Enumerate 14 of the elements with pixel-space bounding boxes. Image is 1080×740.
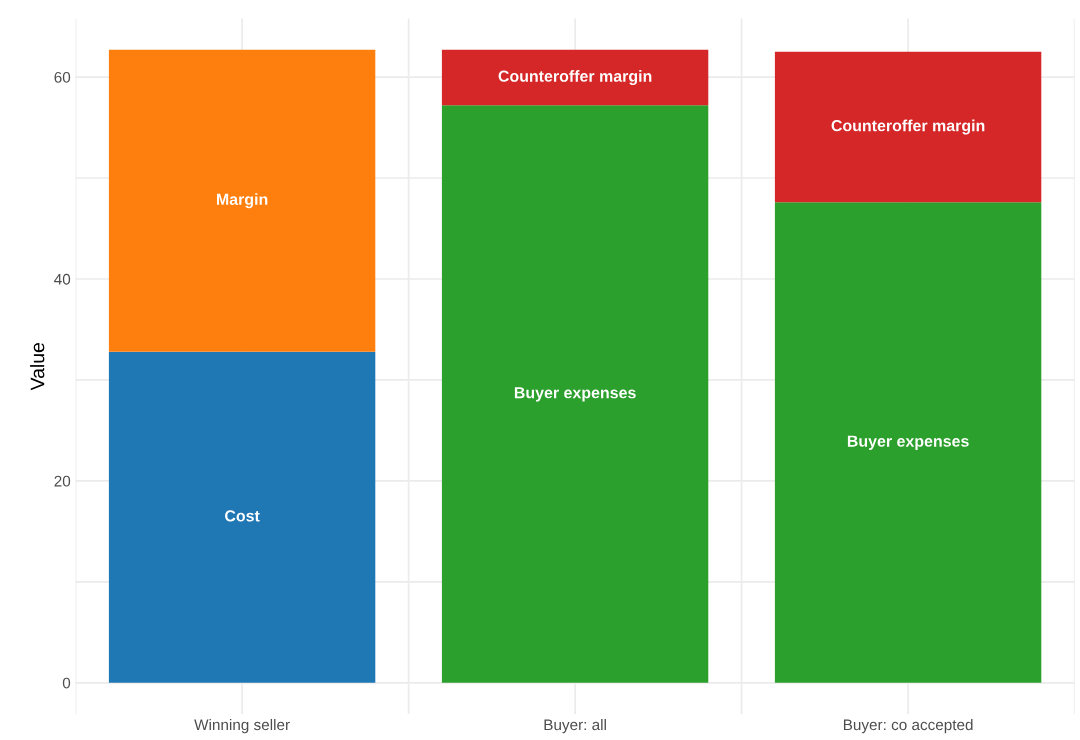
y-tick-label: 0 <box>62 677 71 689</box>
text: Buyer expenses <box>847 435 969 450</box>
series-label: Buyer expenses <box>514 387 636 402</box>
x-tick-label: Winning seller <box>194 718 290 734</box>
y-axis-title: Value <box>30 343 45 391</box>
y-tick-label: 20 <box>54 475 71 487</box>
x-tick-label: Buyer: all <box>544 718 606 734</box>
series-label: Cost <box>225 510 260 522</box>
x-tick-label: Buyer: co accepted <box>843 718 973 734</box>
y-tick-label: 40 <box>54 273 71 285</box>
series-label: Counteroffer margin <box>498 70 652 86</box>
text: Counteroffer margin <box>831 119 985 135</box>
series-label: Margin <box>216 193 268 209</box>
y-tick-label: 60 <box>54 71 71 83</box>
